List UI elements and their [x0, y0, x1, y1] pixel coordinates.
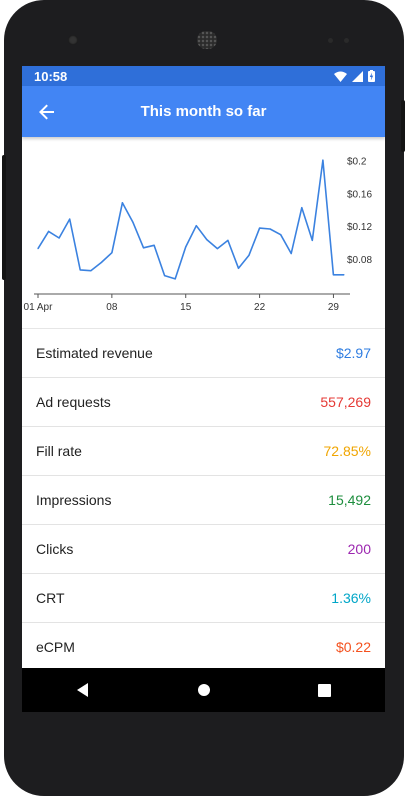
home-circle-icon	[197, 684, 210, 696]
stat-value: 200	[347, 541, 371, 557]
stat-row-crt[interactable]: CRT 1.36%	[22, 574, 385, 623]
stat-label: Clicks	[36, 541, 74, 557]
data-point	[227, 239, 229, 242]
page-title: This month so far	[140, 103, 267, 120]
stat-value: $2.97	[335, 345, 371, 361]
data-point	[280, 234, 282, 236]
stat-value: 1.36%	[331, 590, 371, 606]
data-point	[58, 237, 60, 239]
stat-row-clicks[interactable]: Clicks 200	[22, 525, 385, 574]
nav-back-button[interactable]	[63, 670, 103, 710]
data-point	[174, 278, 176, 280]
y-tick-label: $0.12	[347, 222, 372, 233]
stat-row-ecpm[interactable]: eCPM $0.22	[22, 623, 385, 672]
y-tick-label: $0.2	[347, 157, 367, 168]
data-point	[322, 159, 324, 161]
y-tick-label: $0.08	[347, 255, 372, 266]
stat-value: 15,492	[328, 492, 371, 508]
x-tick-label: 01 Apr	[24, 302, 54, 313]
stat-row-fill-rate[interactable]: Fill rate 72.85%	[22, 427, 385, 476]
data-point	[195, 225, 197, 227]
front-camera-icon	[68, 35, 78, 45]
sensor-icon	[328, 38, 333, 43]
data-point	[153, 244, 155, 246]
data-point	[290, 252, 292, 255]
system-nav-bar	[22, 668, 385, 712]
battery-charging-icon	[368, 70, 375, 82]
stats-list: Estimated revenue $2.97 Ad requests 557,…	[22, 329, 385, 672]
chart-svg: 01 Apr 08 15 22 29 $0.2 $0.16 $0.12 $0.08	[24, 157, 373, 314]
data-point	[111, 252, 113, 254]
data-point	[311, 239, 313, 242]
data-point	[332, 274, 335, 276]
stat-label: Fill rate	[36, 443, 82, 459]
app-bar: This month so far	[22, 86, 385, 137]
data-point	[100, 261, 102, 264]
status-time: 10:58	[34, 68, 68, 84]
nav-home-button[interactable]	[184, 670, 224, 710]
series-line	[37, 159, 344, 280]
power-button	[401, 100, 405, 152]
app-screen: 10:58 This month so far 01 Apr 08 15 22 29 $0…	[22, 66, 385, 712]
signal-icon	[352, 70, 363, 82]
data-point	[258, 227, 261, 229]
data-point	[216, 248, 218, 250]
x-tick-label: 29	[328, 302, 340, 313]
data-point	[269, 228, 271, 230]
revenue-chart: 01 Apr 08 15 22 29 $0.2 $0.16 $0.12 $0.08	[22, 137, 385, 329]
data-point	[301, 207, 303, 209]
data-point	[47, 230, 50, 233]
data-point	[206, 239, 208, 241]
sensor-icon	[344, 38, 349, 43]
stat-row-estimated-revenue[interactable]: Estimated revenue $2.97	[22, 329, 385, 378]
back-button[interactable]	[34, 99, 60, 125]
earpiece-speaker-icon	[197, 31, 217, 49]
data-point	[185, 246, 187, 248]
data-point	[79, 269, 81, 271]
volume-button	[2, 155, 6, 280]
data-point	[343, 274, 345, 276]
wifi-icon	[334, 71, 347, 82]
x-tick-label: 08	[106, 302, 118, 313]
stat-value: $0.22	[335, 639, 371, 655]
stat-label: Impressions	[36, 492, 112, 508]
data-point	[69, 218, 71, 220]
recents-square-icon	[318, 683, 331, 697]
y-tick-label: $0.16	[347, 189, 372, 200]
stat-row-impressions[interactable]: Impressions 15,492	[22, 476, 385, 525]
stat-value: 557,269	[320, 394, 371, 410]
data-point	[37, 248, 39, 250]
x-tick-label: 22	[254, 302, 266, 313]
stat-label: CRT	[36, 590, 65, 606]
data-point	[164, 275, 166, 277]
stat-value: 72.85%	[323, 443, 371, 459]
x-tick-label: 15	[180, 302, 192, 313]
stat-label: eCPM	[36, 639, 75, 655]
stat-label: Estimated revenue	[36, 345, 153, 361]
nav-recents-button[interactable]	[305, 670, 345, 710]
data-point	[90, 270, 92, 272]
status-bar: 10:58	[22, 66, 385, 86]
data-point	[132, 221, 134, 224]
data-point	[142, 247, 145, 249]
back-triangle-icon	[76, 683, 88, 697]
arrow-back-icon	[39, 104, 54, 120]
stat-label: Ad requests	[36, 394, 111, 410]
data-point	[121, 202, 124, 204]
data-point	[248, 254, 250, 256]
data-point	[237, 267, 240, 269]
stat-row-ad-requests[interactable]: Ad requests 557,269	[22, 378, 385, 427]
